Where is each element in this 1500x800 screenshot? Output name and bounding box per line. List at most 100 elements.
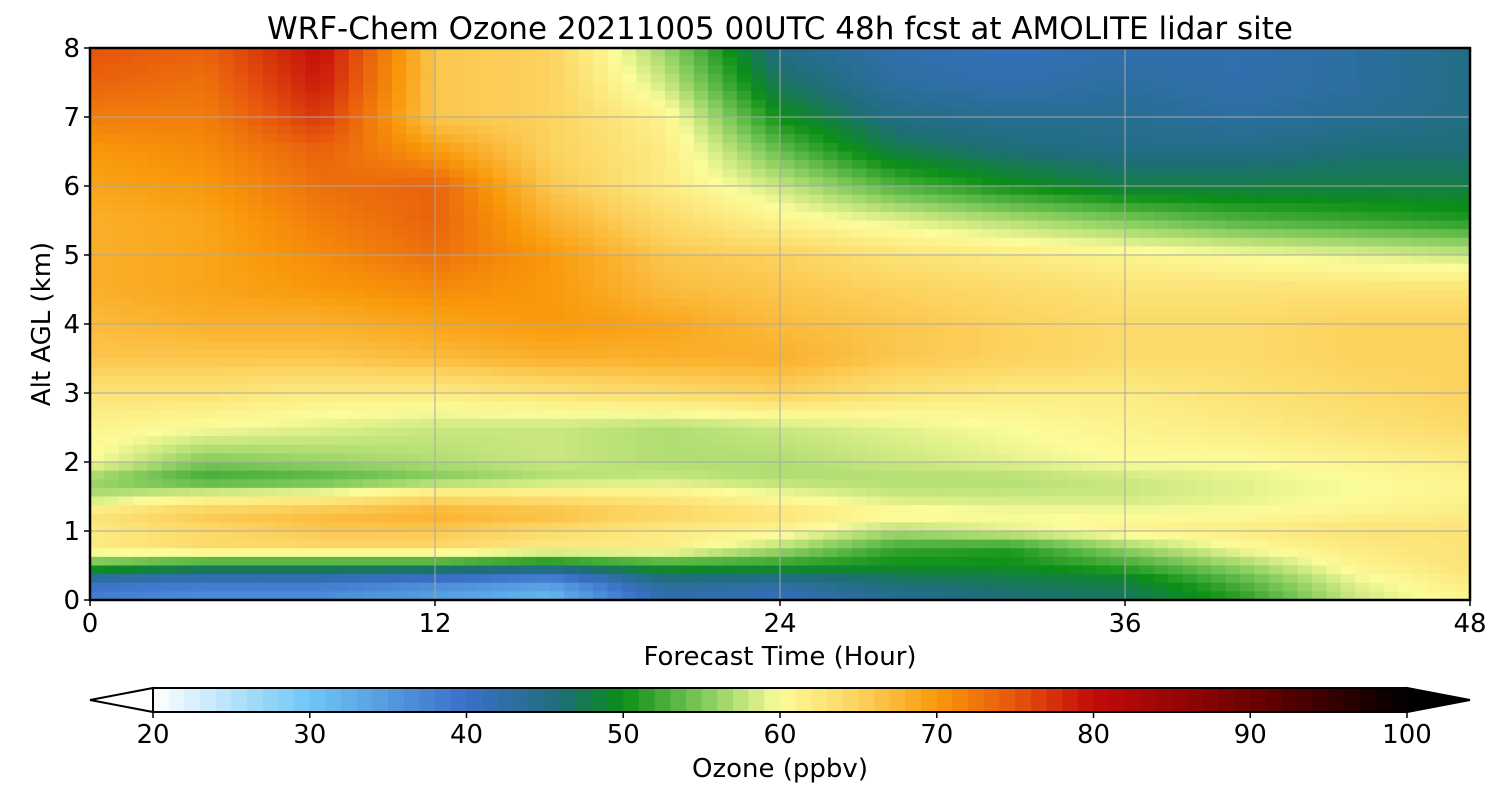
heatmap-cell <box>1398 56 1414 66</box>
heatmap-cell <box>765 99 781 109</box>
heatmap-cell <box>1311 298 1327 308</box>
heatmap-cell <box>1412 177 1428 187</box>
heatmap-cell <box>1053 418 1069 429</box>
heatmap-cell <box>190 117 206 127</box>
heatmap-cell <box>449 237 465 247</box>
heatmap-cell <box>161 375 177 385</box>
heatmap-cell <box>851 444 867 454</box>
heatmap-cell <box>1240 211 1255 222</box>
heatmap-cell <box>1139 151 1155 161</box>
heatmap-cell <box>693 341 709 351</box>
heatmap-cell <box>1081 203 1097 213</box>
heatmap-cell <box>463 410 479 420</box>
heatmap-cell <box>1268 56 1284 66</box>
heatmap-cell <box>650 237 666 247</box>
heatmap-cell <box>1225 142 1241 153</box>
heatmap-cell <box>1254 427 1270 437</box>
heatmap-cell <box>133 298 149 308</box>
heatmap-cell <box>161 358 177 368</box>
heatmap-cell <box>837 65 853 75</box>
heatmap-cell <box>506 73 522 84</box>
heatmap-cell <box>952 332 968 342</box>
heatmap-cell <box>650 289 666 299</box>
heatmap-cell <box>837 479 853 489</box>
heatmap-cell <box>1096 211 1112 222</box>
heatmap-cell <box>794 91 810 101</box>
heatmap-cell <box>736 194 752 204</box>
heatmap-cell <box>1283 479 1299 489</box>
heatmap-cell <box>995 324 1011 334</box>
heatmap-cell <box>866 168 882 178</box>
heatmap-cell <box>938 82 954 92</box>
heatmap-cell <box>578 177 594 187</box>
heatmap-cell <box>995 436 1011 446</box>
heatmap-cell <box>118 367 134 377</box>
heatmap-cell <box>1311 160 1327 170</box>
heatmap-cell <box>1110 229 1126 239</box>
heatmap-cell <box>104 263 120 273</box>
heatmap-cell <box>348 177 364 187</box>
heatmap-cell <box>1024 263 1040 273</box>
heatmap-cell <box>722 73 738 84</box>
heatmap-cell <box>449 358 465 368</box>
heatmap-cell <box>1053 82 1069 92</box>
heatmap-cell <box>794 453 810 463</box>
heatmap-cell <box>1240 393 1255 403</box>
heatmap-cell <box>262 73 278 84</box>
heatmap-cell <box>176 186 192 196</box>
heatmap-cell <box>334 142 350 153</box>
heatmap-cell <box>1441 358 1457 368</box>
heatmap-cell <box>147 393 163 403</box>
heatmap-cell <box>1024 315 1040 325</box>
heatmap-cell <box>276 142 292 153</box>
heatmap-cell <box>190 358 206 368</box>
heatmap-cell <box>478 246 494 256</box>
heatmap-cell <box>1340 65 1356 75</box>
heatmap-cell <box>1067 375 1083 385</box>
heatmap-cell <box>233 280 249 291</box>
heatmap-cell <box>1369 324 1385 334</box>
heatmap-cell <box>952 298 968 308</box>
heatmap-cell <box>708 349 724 360</box>
heatmap-cell <box>478 332 494 342</box>
heatmap-cell <box>794 349 810 360</box>
heatmap-cell <box>751 272 767 282</box>
heatmap-cell <box>1153 263 1169 273</box>
heatmap-cell <box>550 160 565 170</box>
heatmap-cell <box>492 65 508 75</box>
heatmap-cell <box>952 229 968 239</box>
heatmap-cell <box>851 263 867 273</box>
heatmap-cell <box>147 82 163 92</box>
heatmap-cell <box>535 306 551 316</box>
heatmap-cell <box>751 194 767 204</box>
heatmap-cell <box>1125 211 1140 222</box>
heatmap-cell <box>578 48 594 58</box>
heatmap-cell <box>909 410 925 420</box>
heatmap-cell <box>909 427 925 437</box>
heatmap-cell <box>1225 56 1241 66</box>
heatmap-cell <box>463 237 479 247</box>
heatmap-cell <box>363 487 379 498</box>
heatmap-cell <box>305 427 321 437</box>
heatmap-cell <box>851 211 867 222</box>
heatmap-cell <box>90 384 105 394</box>
heatmap-cell <box>665 349 680 360</box>
heatmap-cell <box>1426 151 1442 161</box>
heatmap-cell <box>176 151 192 161</box>
heatmap-cell <box>1182 263 1198 273</box>
heatmap-cell <box>1326 289 1342 299</box>
heatmap-cell <box>1326 315 1342 325</box>
heatmap-cell <box>305 384 321 394</box>
heatmap-cell <box>607 117 623 127</box>
heatmap-cell <box>665 289 680 299</box>
heatmap-cell <box>995 263 1011 273</box>
heatmap-cell <box>1455 186 1470 196</box>
heatmap-cell <box>104 349 120 360</box>
heatmap-cell <box>219 229 235 239</box>
heatmap-cell <box>665 436 680 446</box>
heatmap-cell <box>722 56 738 66</box>
heatmap-cell <box>291 73 307 84</box>
heatmap-cell <box>1096 168 1112 178</box>
heatmap-cell <box>1455 160 1470 170</box>
heatmap-cell <box>909 479 925 489</box>
